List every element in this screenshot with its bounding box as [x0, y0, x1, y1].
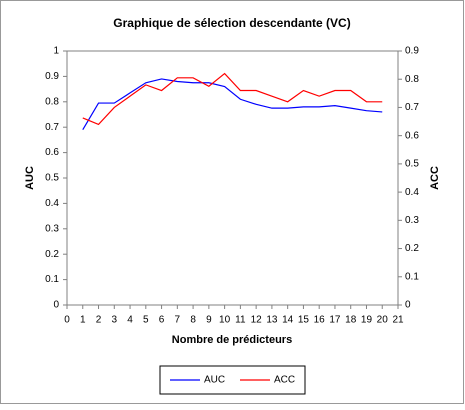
y2-tick-label: 0.1	[405, 271, 419, 282]
x-axis-label: Nombre de prédicteurs	[172, 334, 292, 346]
x-tick-label: 17	[329, 315, 341, 326]
x-tick-label: 8	[190, 315, 196, 326]
x-tick-label: 14	[282, 315, 294, 326]
y2-tick-label: 0.5	[405, 159, 419, 170]
y-tick-label: 0.6	[45, 147, 59, 158]
y2-tick-label: 0	[405, 300, 411, 311]
x-tick-label: 7	[175, 315, 181, 326]
x-tick-label: 16	[314, 315, 326, 326]
x-tick-label: 10	[219, 315, 231, 326]
y2-tick-label: 0.6	[405, 130, 419, 141]
y-tick-label: 0.9	[45, 71, 59, 82]
x-tick-label: 11	[235, 315, 246, 326]
x-tick-label: 15	[298, 315, 310, 326]
y-axis-label: AUC	[24, 166, 36, 190]
y2-tick-label: 0.8	[405, 74, 419, 85]
x-tick-label: 9	[206, 315, 212, 326]
y2-tick-label: 0.4	[405, 187, 419, 198]
x-tick-label: 2	[96, 315, 102, 326]
y2-tick-label: 0.3	[405, 215, 419, 226]
y-tick-label: 0.7	[45, 122, 59, 133]
series-line	[82, 78, 383, 131]
x-tick-label: 3	[112, 315, 118, 326]
legend-label: ACC	[274, 375, 295, 386]
y-tick-label: 0.3	[45, 223, 59, 234]
x-tick-label: 13	[266, 315, 278, 326]
x-tick-label: 12	[251, 315, 263, 326]
y2-tick-label: 0.9	[405, 46, 419, 57]
x-tick-label: 21	[392, 315, 404, 326]
series-line	[82, 72, 383, 126]
y2-tick-label: 0.2	[405, 243, 419, 254]
y2-axis-label: ACC	[429, 166, 441, 190]
chart-title: Graphique de sélection descendante (VC)	[113, 16, 350, 30]
x-tick-label: 18	[345, 315, 357, 326]
x-tick-label: 20	[377, 315, 389, 326]
x-tick-label: 6	[159, 315, 165, 326]
y-tick-label: 0.8	[45, 96, 59, 107]
x-tick-label: 1	[80, 315, 86, 326]
y-tick-label: 0.2	[45, 249, 59, 260]
y-tick-label: 0	[53, 300, 59, 311]
y-tick-label: 0.4	[45, 198, 59, 209]
y-tick-label: 0.1	[45, 274, 59, 285]
x-tick-label: 5	[143, 315, 149, 326]
x-tick-label: 19	[361, 315, 373, 326]
y-tick-label: 0.5	[45, 173, 59, 184]
x-tick-label: 0	[64, 315, 70, 326]
x-tick-label: 4	[127, 315, 133, 326]
legend-label: AUC	[204, 375, 225, 386]
y-tick-label: 1	[53, 46, 59, 57]
y2-tick-label: 0.7	[405, 102, 419, 113]
